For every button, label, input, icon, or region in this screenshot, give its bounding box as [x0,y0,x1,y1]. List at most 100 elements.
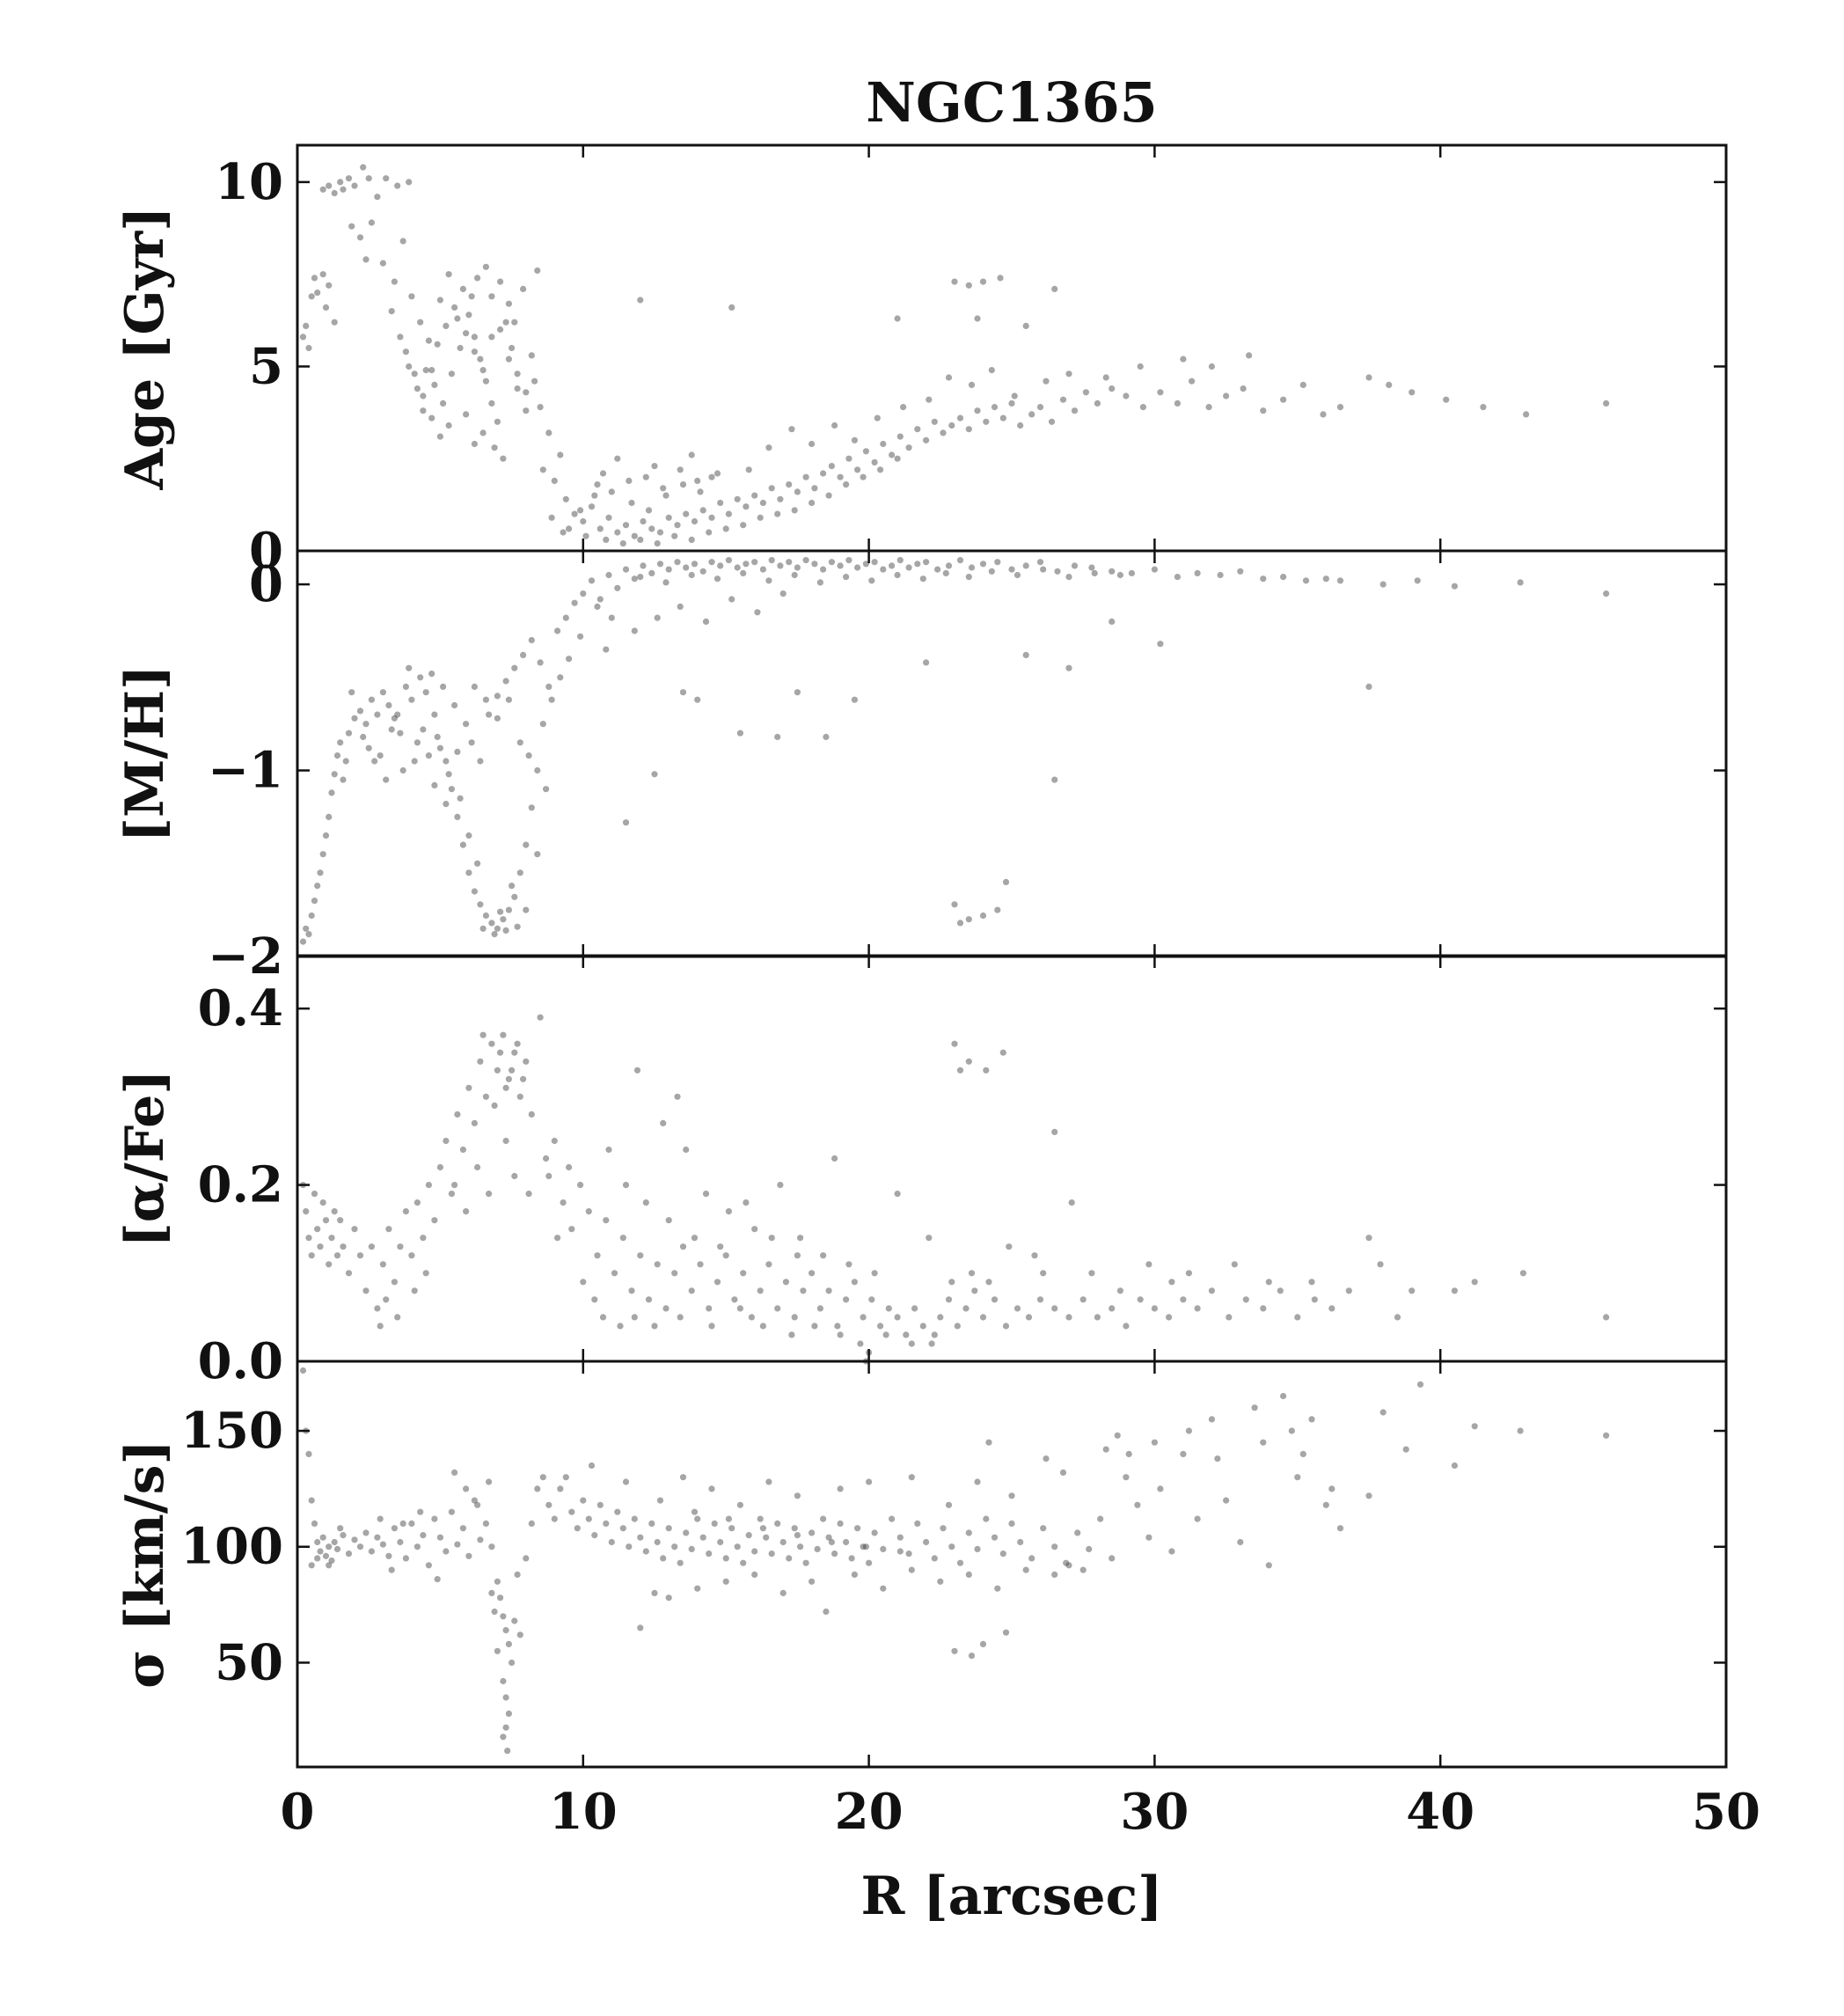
data-point-sigma [413,1543,421,1550]
data-point-metallicity [385,701,392,709]
data-point-age [445,422,452,429]
data-point-metallicity [837,562,844,569]
data-point-sigma [1063,1559,1070,1566]
data-point-metallicity [557,674,564,681]
data-point-sigma [488,1589,495,1596]
data-point-metallicity [337,739,344,746]
data-point-metallicity [482,912,490,920]
data-point-age [605,514,612,521]
data-point-alpha_fe [928,1340,935,1347]
data-point-age [774,510,781,517]
data-point-age [614,529,621,536]
data-point-age [514,385,521,392]
data-point-age [743,503,750,510]
data-point-age [759,499,767,507]
data-point-sigma [648,1520,655,1527]
data-point-alpha_fe [1116,1287,1123,1294]
axes-frame-alpha_fe [296,954,1728,1363]
data-point-sigma [794,1532,801,1539]
data-point-sigma [889,1515,896,1522]
data-point-alpha_fe [494,1067,501,1074]
data-point-alpha_fe [1345,1287,1352,1294]
data-point-sigma [965,1529,972,1536]
data-point-age [509,344,516,352]
data-point-age [745,466,752,473]
data-point-alpha_fe [385,1226,392,1233]
data-point-age [1071,407,1079,414]
data-point-alpha_fe [368,1243,375,1250]
data-point-age [397,334,404,341]
data-point-metallicity [728,596,735,603]
data-point-age [454,315,461,322]
data-point-sigma [459,1525,467,1532]
data-point-metallicity [791,571,798,579]
data-point-age [596,525,604,532]
data-point-alpha_fe [885,1305,892,1312]
data-point-alpha_fe [1308,1279,1315,1286]
data-point-alpha_fe [497,1049,504,1056]
data-point-age [577,507,584,514]
data-point-alpha_fe [751,1226,758,1233]
data-point-sigma [299,1367,307,1375]
data-point-age [725,510,733,517]
data-point-sigma [326,1543,333,1550]
data-point-metallicity [580,590,587,597]
data-point-alpha_fe [619,1235,626,1242]
data-point-alpha_fe [471,1119,479,1126]
data-point-age [820,470,827,477]
data-point-alpha_fe [759,1323,767,1330]
data-point-metallicity [368,696,375,703]
data-point-sigma [1065,1562,1072,1569]
data-point-age [1139,404,1146,411]
data-point-age [926,396,933,403]
data-point-metallicity [889,562,896,569]
data-point-sigma [1022,1566,1029,1573]
data-point-alpha_fe [340,1243,347,1250]
data-point-sigma [679,1474,687,1481]
data-point-age [608,488,615,495]
data-point-alpha_fe [502,1137,509,1145]
data-point-metallicity [465,869,472,876]
data-point-age [365,175,372,182]
data-point-alpha_fe [679,1243,687,1250]
data-point-sigma [717,1538,724,1546]
data-point-alpha_fe [845,1261,852,1268]
data-point-metallicity [683,564,690,571]
data-point-age [1123,392,1130,400]
data-point-alpha_fe [665,1217,672,1224]
data-point-sigma [523,1555,530,1562]
data-point-metallicity [482,696,490,703]
data-point-metallicity [326,813,333,821]
data-point-age [594,481,601,488]
data-point-alpha_fe [1079,1296,1087,1303]
data-point-age [717,499,724,507]
data-point-age [802,473,809,480]
data-point-alpha_fe [811,1323,818,1330]
data-point-age [474,275,481,282]
data-point-age [557,451,564,458]
data-point-age [1443,396,1450,403]
data-point-age [1157,389,1164,396]
data-point-age [694,477,701,485]
data-point-metallicity [431,711,438,718]
data-point-alpha_fe [983,1067,990,1074]
data-point-sigma [751,1548,758,1555]
data-point-age [399,238,406,245]
data-point-metallicity [371,758,378,765]
data-point-age [637,536,644,544]
data-point-age [674,522,681,529]
data-point-alpha_fe [911,1305,918,1312]
data-point-metallicity [523,841,530,848]
data-point-age [523,407,530,414]
data-point-alpha_fe [642,1199,649,1206]
data-point-metallicity [603,646,610,653]
data-point-metallicity [1151,566,1158,573]
data-point-alpha_fe [411,1287,418,1294]
data-point-alpha_fe [402,1208,409,1215]
y-tick-label-age: 5 [249,337,283,395]
data-point-sigma [1079,1566,1087,1573]
data-point-alpha_fe [1031,1252,1038,1259]
data-point-sigma [914,1520,921,1527]
data-point-age [591,492,598,499]
data-point-alpha_fe [809,1270,816,1277]
